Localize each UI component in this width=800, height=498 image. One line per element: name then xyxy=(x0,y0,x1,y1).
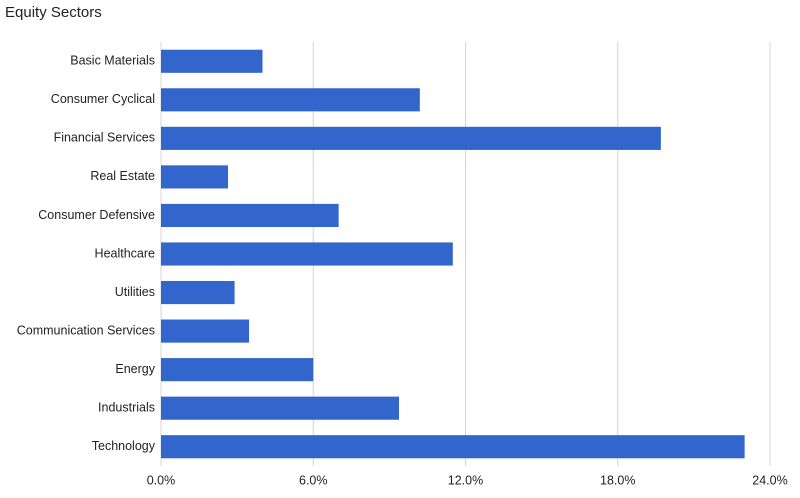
x-tick-label: 6.0% xyxy=(299,473,328,487)
x-tick-label: 18.0% xyxy=(600,473,635,487)
bar xyxy=(161,126,661,150)
bar xyxy=(161,88,420,112)
y-tick-label: Consumer Cyclical xyxy=(51,92,155,106)
chart-title: Equity Sectors xyxy=(5,4,102,21)
y-tick-label: Healthcare xyxy=(95,246,155,260)
bar xyxy=(161,319,250,343)
y-tick-label: Utilities xyxy=(115,285,155,299)
x-tick-label: 0.0% xyxy=(147,473,176,487)
y-tick-label: Real Estate xyxy=(90,169,155,183)
bar xyxy=(161,435,745,459)
y-tick-label: Technology xyxy=(92,439,156,453)
bar xyxy=(161,358,314,382)
bar xyxy=(161,165,228,189)
bar xyxy=(161,203,339,228)
bar xyxy=(161,280,235,305)
y-tick-label: Financial Services xyxy=(54,131,155,145)
y-tick-label: Industrials xyxy=(98,400,155,414)
bar xyxy=(161,242,453,266)
x-tick-label: 12.0% xyxy=(448,473,483,487)
y-tick-label: Basic Materials xyxy=(70,54,155,68)
y-tick-label: Communication Services xyxy=(17,323,155,337)
x-tick-label: 24.0% xyxy=(752,473,787,487)
bar xyxy=(161,396,400,420)
y-tick-label: Consumer Defensive xyxy=(38,208,155,222)
y-tick-label: Energy xyxy=(115,362,155,376)
bar xyxy=(161,49,263,73)
